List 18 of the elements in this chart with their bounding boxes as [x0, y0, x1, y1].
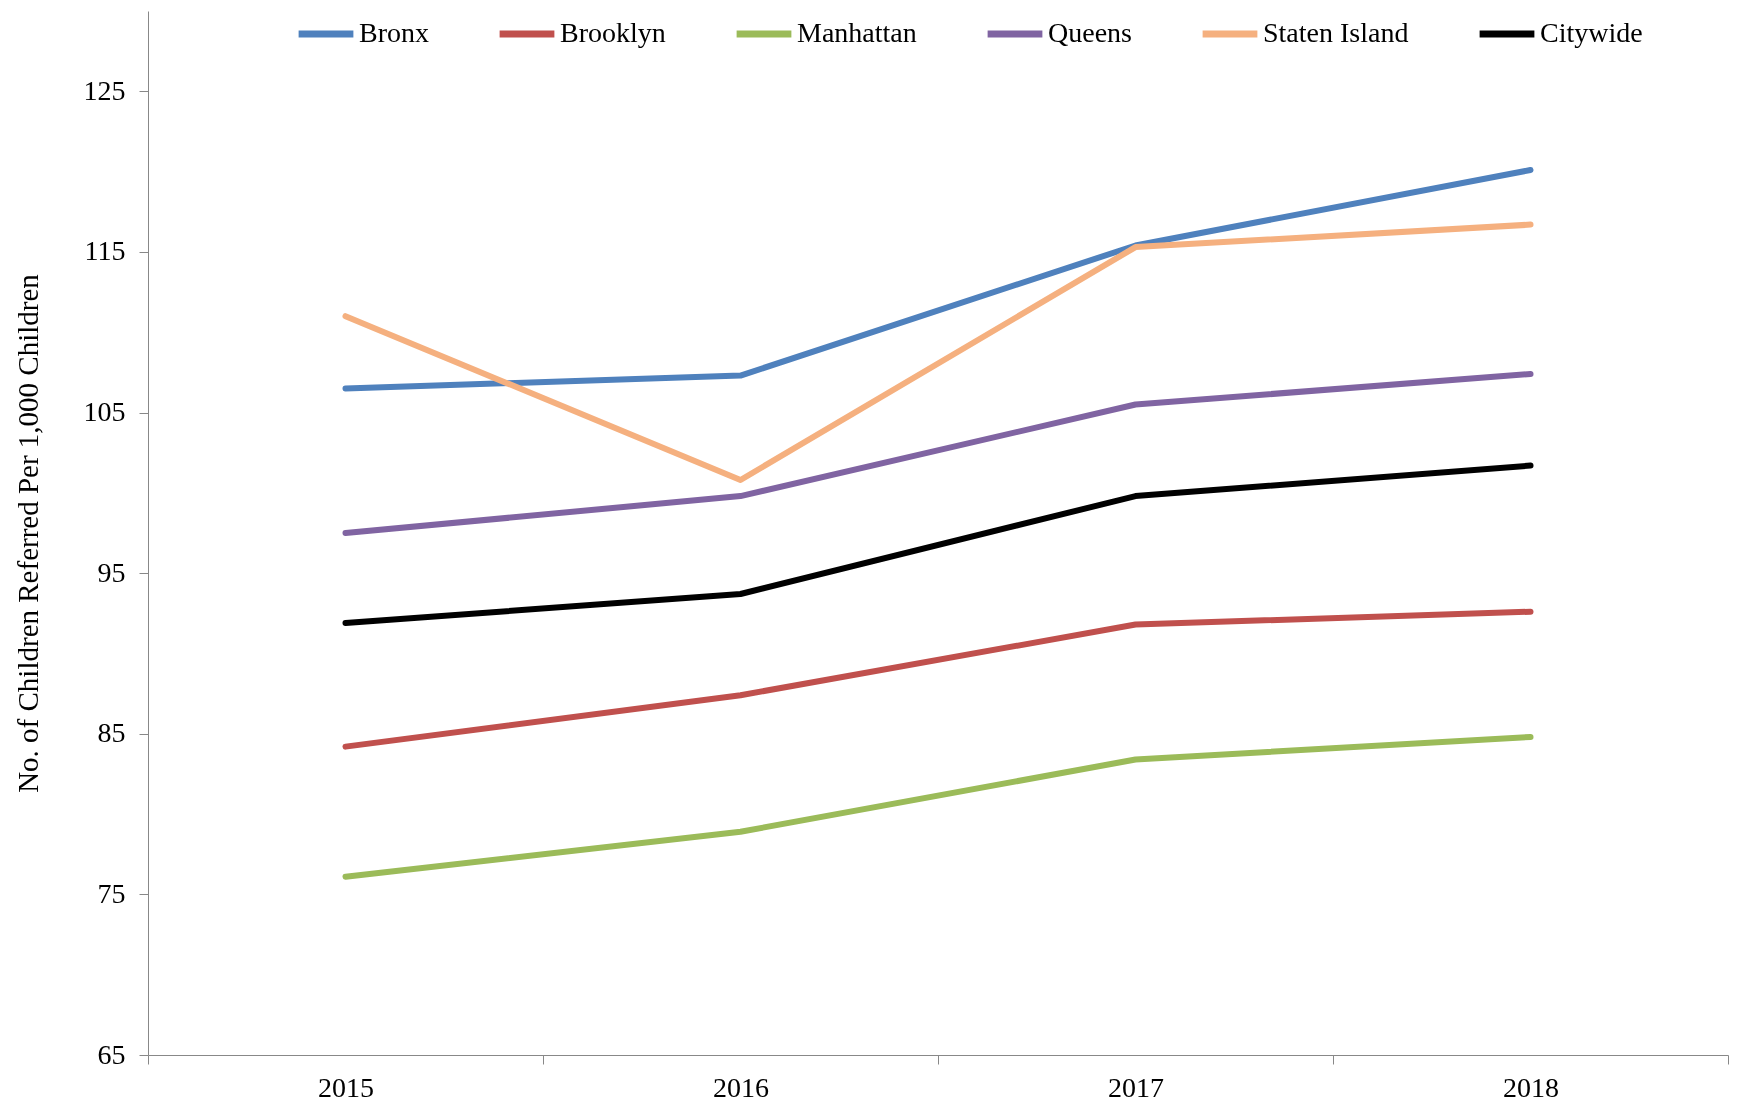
- y-tick-label: 105: [83, 396, 126, 428]
- y-tick-label: 95: [97, 556, 126, 588]
- y-tick-label: 85: [97, 717, 126, 749]
- y-axis-title: No. of Children Referred Per 1,000 Children: [11, 273, 44, 793]
- y-tick-label: 65: [97, 1038, 126, 1070]
- x-tick-label: 2018: [1503, 1071, 1559, 1103]
- x-tick-label: 2017: [1108, 1071, 1164, 1103]
- y-tick-label: 125: [83, 74, 126, 106]
- legend-label: Citywide: [1540, 17, 1643, 48]
- y-tick-label: 115: [84, 235, 126, 267]
- legend-label: Bronx: [359, 17, 429, 48]
- legend-label: Queens: [1048, 17, 1132, 48]
- legend-label: Staten Island: [1263, 17, 1409, 48]
- x-tick-label: 2016: [713, 1071, 769, 1103]
- legend-label: Brooklyn: [560, 17, 666, 48]
- y-tick-label: 75: [97, 877, 126, 909]
- legend-label: Manhattan: [797, 17, 917, 48]
- x-tick-label: 2015: [318, 1071, 374, 1103]
